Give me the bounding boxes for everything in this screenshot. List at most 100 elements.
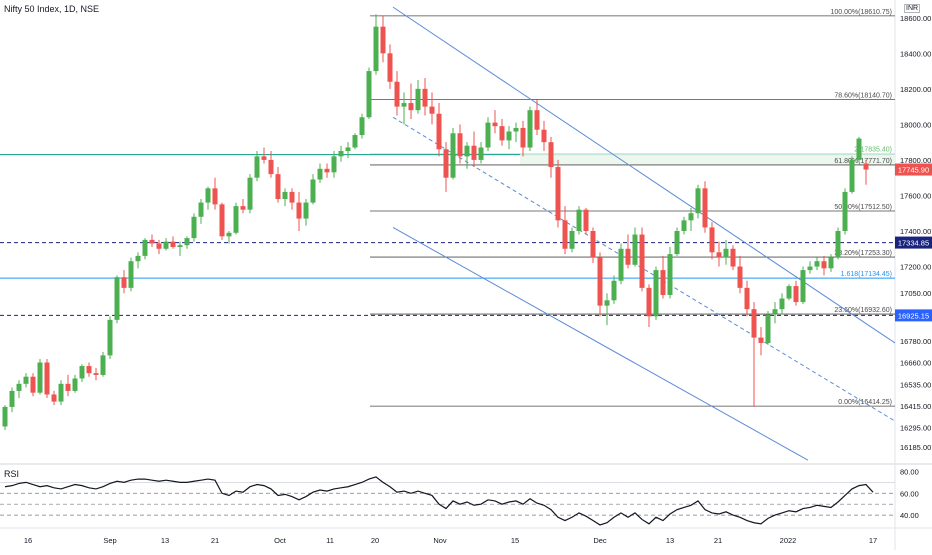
candle-body: [632, 234, 638, 265]
candle-body: [282, 191, 288, 200]
candle-body: [541, 129, 547, 143]
candle-body: [821, 261, 827, 269]
candle-body: [58, 383, 64, 402]
candle-body: [121, 277, 127, 288]
channel-upper-line: [392, 6, 896, 344]
candle-body: [163, 241, 169, 249]
candle-body: [72, 378, 78, 391]
candle-body: [198, 202, 204, 217]
candle-body: [289, 191, 295, 203]
fib-level-label: 50.00%(17512.50): [834, 204, 892, 211]
y-tick-label: 16185.00: [900, 443, 931, 452]
x-tick-label: 21: [714, 536, 722, 545]
currency-label[interactable]: INR: [904, 4, 921, 13]
candle-body: [107, 319, 113, 356]
candle-body: [506, 131, 512, 141]
x-tick-label: 15: [511, 536, 519, 545]
candle-body: [751, 309, 757, 338]
candle-body: [254, 156, 260, 178]
candle-body: [415, 88, 421, 111]
fib-level-label: 61.80%(17771.70): [834, 158, 892, 165]
candle-body: [142, 239, 148, 256]
candle-body: [450, 133, 456, 178]
x-tick-label: 13: [161, 536, 169, 545]
candle-body: [79, 366, 85, 379]
candle-body: [429, 106, 435, 114]
y-tick-label: 18400.00: [900, 49, 931, 58]
candle-body: [842, 191, 848, 231]
candle-body: [534, 110, 540, 130]
candle-body: [51, 394, 57, 402]
candle-body: [422, 88, 428, 107]
candle-body: [744, 287, 750, 310]
candle-body: [436, 113, 442, 150]
candle-body: [23, 376, 29, 384]
fib-level-label: 38.20%(17253.30): [834, 250, 892, 257]
candle-body: [191, 216, 197, 239]
candle-body: [401, 103, 407, 107]
candle-body: [611, 280, 617, 301]
candle-body: [492, 122, 498, 127]
candle-body: [548, 142, 554, 168]
candle-body: [793, 286, 799, 303]
fib-level-label: 2(17835.40): [854, 147, 892, 154]
candle-body: [219, 204, 225, 237]
candle-body: [30, 376, 36, 393]
candle-body: [716, 252, 722, 258]
candle-body: [772, 309, 778, 315]
candle-body: [324, 168, 330, 173]
y-tick-label: 18000.00: [900, 120, 931, 129]
y-tick-label: 16660.00: [900, 358, 931, 367]
y-tick-label: 17600.00: [900, 191, 931, 200]
candle-body: [590, 231, 596, 258]
candle-body: [93, 373, 99, 375]
x-tick-label: 16: [24, 536, 32, 545]
candle-body: [856, 138, 862, 160]
candle-body: [660, 270, 666, 295]
candle-body: [338, 151, 344, 157]
candle-body: [723, 248, 729, 258]
candle-body: [604, 300, 610, 306]
y-tick-label: 16415.00: [900, 402, 931, 411]
candle-body: [674, 231, 680, 255]
candle-body: [37, 362, 43, 393]
candle-body: [9, 390, 15, 407]
candle-body: [653, 270, 659, 317]
y-tick-label: 16295.00: [900, 423, 931, 432]
candle-body: [485, 122, 491, 148]
y-tick-label: 17050.00: [900, 289, 931, 298]
fib-level-label: 23.60%(16932.60): [834, 307, 892, 314]
price-badge: [895, 236, 932, 249]
fib-zone: [520, 153, 895, 165]
candle-body: [681, 220, 687, 231]
candle-body: [156, 243, 162, 249]
candle-body: [2, 406, 8, 427]
candle-body: [583, 209, 589, 231]
candle-body: [555, 167, 561, 221]
candle-body: [170, 241, 176, 247]
candle-body: [177, 245, 183, 247]
candle-body: [520, 127, 526, 148]
candle-body: [240, 206, 246, 210]
y-tick-label: 16535.00: [900, 381, 931, 390]
candle-body: [296, 202, 302, 219]
candle-body: [100, 355, 106, 375]
candle-body: [184, 238, 190, 246]
candle-body: [688, 213, 694, 221]
candle-body: [863, 163, 869, 170]
rsi-line: [4, 476, 874, 526]
y-tick-label: 18600.00: [900, 14, 931, 23]
candle-body: [527, 110, 533, 148]
candle-body: [786, 286, 792, 299]
candle-body: [807, 266, 813, 271]
fib-level-label: 78.60%(18140.70): [834, 92, 892, 99]
price-badge-label: 17334.85: [898, 239, 929, 248]
fib-level-label: 0.00%(16414.25): [838, 399, 892, 406]
candle-body: [835, 231, 841, 258]
candle-body: [779, 298, 785, 310]
candle-body: [114, 277, 120, 320]
candle-body: [205, 188, 211, 203]
candle-body: [646, 287, 652, 317]
